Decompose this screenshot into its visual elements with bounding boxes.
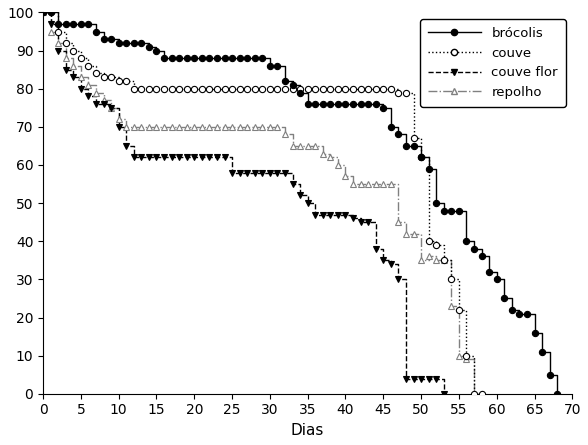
X-axis label: Dias: Dias — [291, 423, 325, 438]
Legend: brócolis, couve, couve flor, repolho: brócolis, couve, couve flor, repolho — [420, 19, 566, 107]
